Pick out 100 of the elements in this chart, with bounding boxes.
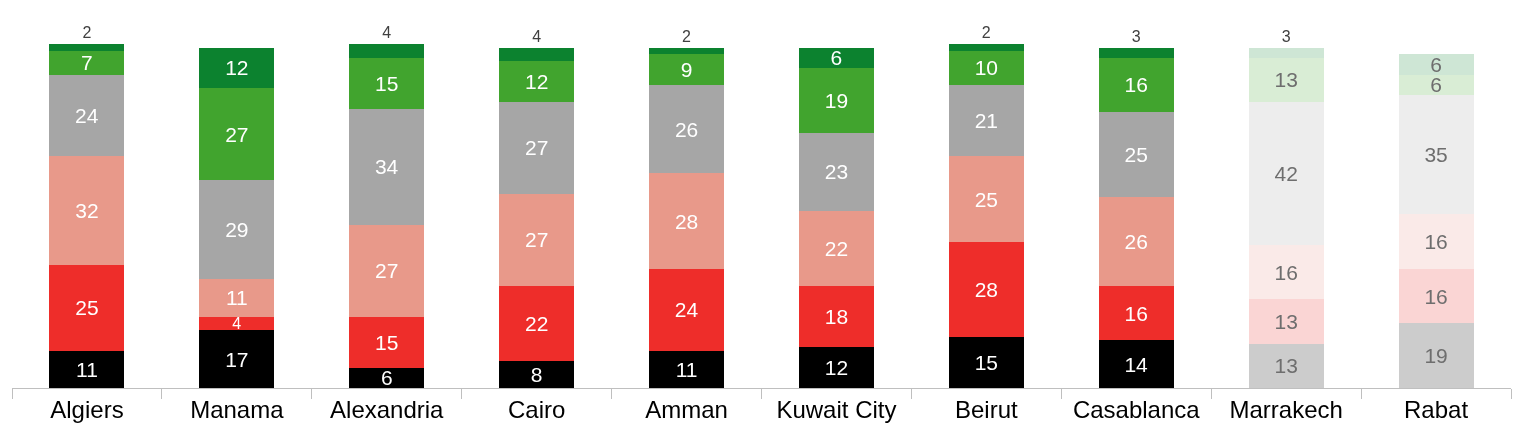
bar xyxy=(1098,340,1174,388)
bar xyxy=(1248,101,1324,245)
data-label: 25 xyxy=(75,296,99,320)
data-label: 8 xyxy=(530,362,543,386)
bar xyxy=(349,44,425,58)
data-label: 19 xyxy=(1424,344,1448,368)
bar xyxy=(1398,95,1474,215)
data-label: 11 xyxy=(225,286,248,310)
data-label: 16 xyxy=(1124,73,1148,97)
x-tick-label: Rabat xyxy=(1404,395,1469,423)
data-label: 26 xyxy=(1124,230,1148,254)
bar xyxy=(798,285,874,348)
bar xyxy=(948,84,1024,157)
data-label: 26 xyxy=(674,117,699,141)
bar xyxy=(49,74,125,157)
bar xyxy=(199,279,275,317)
data-label: 28 xyxy=(974,277,999,301)
data-label: 27 xyxy=(524,136,549,160)
bar xyxy=(948,241,1024,337)
data-label: 35 xyxy=(1424,143,1448,167)
x-tick-label: Algiers xyxy=(50,395,124,423)
x-tick-label: Manama xyxy=(190,395,285,423)
bar xyxy=(1098,285,1174,341)
data-label: 13 xyxy=(1274,310,1298,334)
bar xyxy=(199,330,275,388)
data-label: 9 xyxy=(680,58,693,82)
bar xyxy=(199,88,275,181)
data-label: 2 xyxy=(981,24,991,42)
bar xyxy=(349,316,425,368)
bar xyxy=(649,54,725,85)
bar xyxy=(49,50,125,75)
data-label: 11 xyxy=(675,357,698,381)
bar xyxy=(798,67,874,133)
x-tick-label: Kuwait City xyxy=(776,395,897,423)
bar xyxy=(499,360,575,388)
data-label: 19 xyxy=(824,88,849,112)
bar xyxy=(948,50,1024,85)
bar xyxy=(499,47,575,62)
data-label: 15 xyxy=(375,71,399,95)
bar xyxy=(649,350,725,388)
bar xyxy=(649,173,725,269)
data-label: 16 xyxy=(1124,301,1148,325)
bar xyxy=(1398,268,1474,324)
bar xyxy=(349,224,425,317)
bar xyxy=(798,347,874,388)
data-label: 12 xyxy=(824,356,849,380)
bar xyxy=(1248,343,1324,388)
data-label: 2 xyxy=(82,24,92,42)
bar xyxy=(798,210,874,286)
data-label: 13 xyxy=(1274,354,1298,378)
bar xyxy=(798,132,874,211)
x-tick-label: Amman xyxy=(645,395,728,423)
data-label: 29 xyxy=(225,218,249,242)
data-label: 27 xyxy=(524,228,549,252)
data-label: 10 xyxy=(974,56,999,80)
x-tick-label: Alexandria xyxy=(330,395,445,423)
data-label: 4 xyxy=(232,314,242,332)
bar xyxy=(1398,214,1474,269)
data-label: 27 xyxy=(375,259,399,283)
data-label: 17 xyxy=(225,347,249,371)
bar xyxy=(199,47,275,89)
bar xyxy=(1248,299,1324,344)
x-tick-label: Beirut xyxy=(955,395,1019,423)
bar xyxy=(1248,244,1324,300)
bar xyxy=(1398,323,1474,388)
data-label: 4 xyxy=(532,27,542,45)
x-tick-label: Marrakech xyxy=(1229,395,1343,423)
bar xyxy=(1098,112,1174,198)
bar xyxy=(349,367,425,388)
bar xyxy=(948,44,1024,51)
bar xyxy=(649,84,725,174)
bar xyxy=(49,350,125,388)
data-label: 15 xyxy=(375,330,399,354)
bar xyxy=(499,285,575,361)
bar xyxy=(1098,57,1174,113)
bar xyxy=(49,44,125,51)
data-label: 27 xyxy=(225,122,249,146)
data-label: 11 xyxy=(76,357,98,381)
bar xyxy=(948,336,1024,388)
x-tick-label: Cairo xyxy=(507,395,566,423)
data-label: 42 xyxy=(1274,161,1298,185)
data-label: 18 xyxy=(824,304,849,328)
bar xyxy=(499,101,575,194)
data-label: 34 xyxy=(374,155,399,179)
data-label: 32 xyxy=(75,199,99,223)
data-label: 2 xyxy=(682,27,692,45)
data-label: 12 xyxy=(524,70,549,94)
bar xyxy=(798,47,874,68)
data-label: 6 xyxy=(380,366,393,390)
bar xyxy=(349,57,425,109)
data-label: 23 xyxy=(824,160,849,184)
data-label: 16 xyxy=(1424,284,1448,308)
data-label: 13 xyxy=(1274,68,1298,92)
bar xyxy=(499,193,575,286)
data-label: 28 xyxy=(674,209,699,233)
bar xyxy=(499,61,575,102)
data-label: 14 xyxy=(1124,352,1149,376)
bar xyxy=(49,265,125,351)
data-label: 3 xyxy=(1281,27,1291,45)
bar xyxy=(1098,197,1174,286)
